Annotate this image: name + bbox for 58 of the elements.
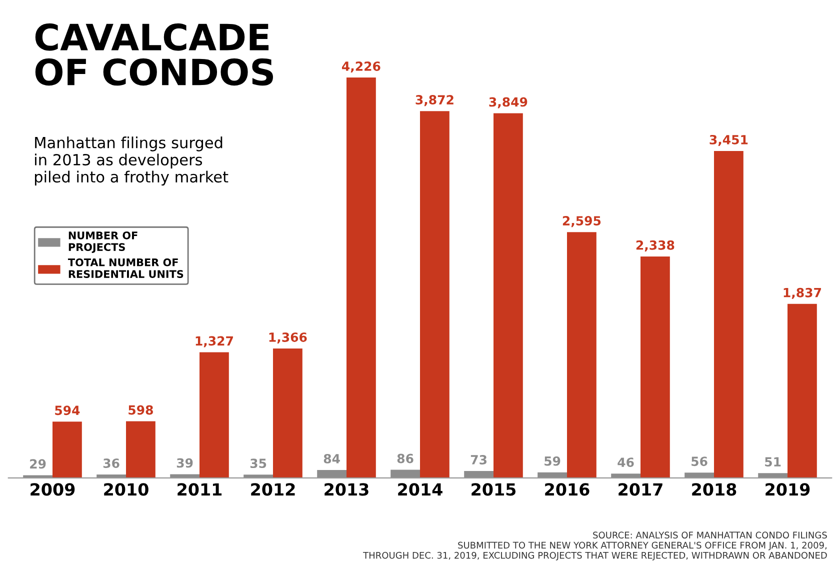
bar <box>317 470 346 478</box>
bar <box>346 78 376 478</box>
bar <box>23 475 52 478</box>
data-label: 39 <box>176 458 193 468</box>
data-label: 35 <box>250 458 266 468</box>
bar <box>611 474 640 478</box>
data-label: 46 <box>618 458 634 468</box>
bar <box>244 474 273 478</box>
x-tick-label: 2018 <box>692 483 736 496</box>
x-tick-label: 2010 <box>104 483 148 496</box>
data-label: 3,849 <box>489 97 528 108</box>
x-tick-label: 2019 <box>766 483 810 496</box>
data-label: 51 <box>765 457 781 467</box>
bar <box>273 348 302 478</box>
legend-label: NUMBER OF PROJECTS <box>68 231 138 253</box>
bar <box>200 352 229 478</box>
bar <box>52 422 82 478</box>
data-label: 594 <box>55 406 80 416</box>
data-label: 73 <box>470 455 487 464</box>
data-label: 2,595 <box>562 216 601 228</box>
data-label: 29 <box>30 459 46 469</box>
x-tick-label: 2012 <box>251 483 295 496</box>
data-label: 1,837 <box>784 288 821 299</box>
bar <box>494 113 523 478</box>
x-tick-label: 2009 <box>30 483 75 496</box>
data-label: 86 <box>397 454 414 464</box>
x-tick-label: 2011 <box>178 483 222 496</box>
data-label: 56 <box>692 456 708 466</box>
data-label: 36 <box>103 458 120 468</box>
data-label: 59 <box>544 456 560 466</box>
bar <box>464 471 494 478</box>
bar <box>684 472 714 478</box>
bar <box>758 473 788 478</box>
x-tick-label: 2015 <box>472 483 516 496</box>
source-note: SOURCE: ANALYSIS OF MANHATTAN CONDO FILINGS SUBMITTED TO THE NEW YORK ATTORNEY GENERAL'S OFFICE FROM JAN. 1, 2009, THROUGH DEC. 31, 2019, EXCLUDING PROJECTS THAT WERE REJECTED, WITHDRAWN OR ABANDONED <box>363 532 827 560</box>
bar <box>788 304 817 478</box>
data-label: 2,338 <box>636 240 674 252</box>
data-label: 1,366 <box>269 332 307 344</box>
legend-label: TOTAL NUMBER OF RESIDENTIAL UNITS <box>68 258 184 278</box>
bar <box>714 150 744 478</box>
bar <box>567 232 596 478</box>
data-label: 3,451 <box>710 134 748 146</box>
x-tick-label: 2014 <box>398 483 442 496</box>
text: Manhattan filings surged in 2013 as developers piled into a frothy market <box>34 136 228 186</box>
data-label: 1,327 <box>196 336 233 348</box>
data-label: 3,872 <box>416 95 454 106</box>
bar <box>640 256 670 478</box>
bar <box>420 111 450 478</box>
x-tick-label: 2017 <box>618 483 662 496</box>
bar <box>390 470 420 478</box>
bar <box>126 421 156 478</box>
data-label: 84 <box>324 454 340 464</box>
x-tick-label: 2013 <box>324 483 368 496</box>
data-label: 4,226 <box>342 62 380 73</box>
bar <box>538 472 567 478</box>
data-label: 598 <box>128 405 153 415</box>
x-tick-label: 2016 <box>545 483 590 496</box>
chart-title: CAVALCADE OF CONDOS <box>35 23 273 86</box>
